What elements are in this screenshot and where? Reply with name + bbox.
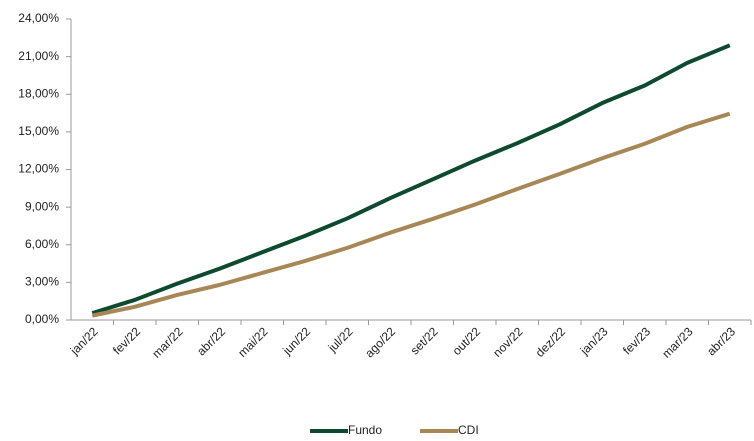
x-tick-label: jan/22 — [67, 324, 101, 358]
x-tick-label: abr/22 — [194, 324, 228, 358]
x-tick-label: nov/22 — [490, 324, 526, 360]
x-tick-label: abr/23 — [704, 324, 738, 358]
y-tick-label: 9,00% — [25, 199, 59, 213]
y-tick-label: 18,00% — [18, 86, 59, 100]
y-tick-label: 15,00% — [18, 124, 59, 138]
series-line — [91, 111, 731, 318]
x-tick-label: fev/22 — [110, 324, 143, 357]
legend-label: CDI — [458, 423, 479, 436]
x-tick-label: mar/23 — [659, 324, 696, 361]
x-tick-label: set/22 — [408, 324, 441, 357]
x-tick-label: jan/23 — [577, 324, 611, 358]
y-tick-label: 24,00% — [18, 11, 59, 25]
y-tick-label: 21,00% — [18, 49, 59, 63]
x-tick-label: jul/22 — [325, 324, 356, 355]
y-tick-label: 12,00% — [18, 162, 59, 176]
y-tick-label: 0,00% — [25, 312, 59, 326]
series-line — [91, 43, 731, 316]
legend-label: Fundo — [348, 423, 382, 436]
x-tick-label: mar/22 — [149, 324, 186, 361]
y-tick-label: 3,00% — [25, 275, 59, 289]
x-tick-label: out/22 — [450, 324, 484, 358]
x-tick-label: fev/23 — [620, 324, 653, 357]
y-tick-label: 6,00% — [25, 237, 59, 251]
x-tick-label: ago/22 — [362, 324, 398, 360]
x-tick-label: dez/22 — [533, 324, 569, 360]
x-tick-label: mai/22 — [235, 324, 271, 360]
x-tick-label: jun/22 — [279, 324, 313, 358]
